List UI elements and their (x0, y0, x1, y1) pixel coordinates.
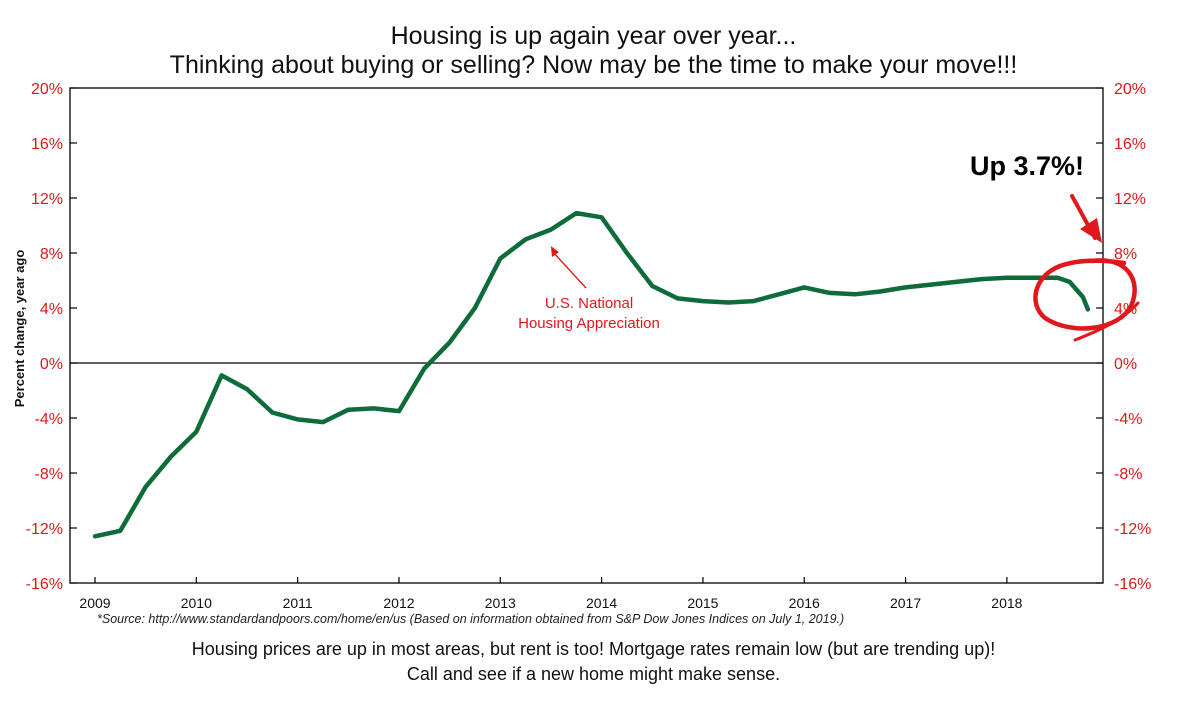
y-tick-label-left: 12% (31, 191, 63, 208)
callout-circle-tail (1073, 301, 1140, 342)
annotation-label: U.S. National (545, 295, 633, 312)
y-tick-label-right: 16% (1114, 136, 1146, 153)
x-tick-label: 2018 (991, 595, 1022, 611)
chart-subtitle: Thinking about buying or selling? Now ma… (169, 51, 1018, 79)
y-tick-label-right: 12% (1114, 191, 1146, 208)
y-tick-label-right: -16% (1114, 576, 1151, 593)
y-tick-label-right: -8% (1114, 466, 1142, 483)
x-tick-label: 2010 (181, 595, 212, 611)
y-tick-label-right: -12% (1114, 521, 1151, 538)
footer-text-1: Housing prices are up in most areas, but… (191, 639, 996, 659)
y-axis-label: Percent change, year ago (12, 250, 27, 408)
y-tick-label-left: -12% (26, 521, 63, 538)
x-tick-label: 2014 (586, 595, 617, 611)
y-tick-label-left: 4% (40, 301, 63, 318)
y-tick-label-right: 8% (1114, 246, 1137, 263)
y-tick-label-left: 0% (40, 356, 63, 373)
annotation-arrow (554, 253, 587, 289)
annotation-layer: U.S. National Housing Appreciation Up 3.7%… (518, 151, 1140, 342)
annotation-arrowhead (550, 246, 559, 258)
y-tick-label-left: 16% (31, 136, 63, 153)
y-tick-label-right: 20% (1114, 81, 1146, 98)
y-tick-label-left: 20% (31, 81, 63, 98)
y-tick-label-left: 8% (40, 246, 63, 263)
x-tick-label: 2011 (283, 595, 313, 611)
line-layer (92, 210, 1091, 539)
callout-circle (1033, 258, 1137, 331)
axes-layer: 20% 20%16% 16%12% 12%8% 8%4% 4%0% 0%-4% -4%-8% -… (12, 81, 1151, 611)
x-tick-label: 2015 (687, 595, 718, 611)
x-tick-label: 2017 (890, 595, 921, 611)
callout-arrowhead (1080, 218, 1102, 243)
annotation-label: Housing Appreciation (518, 315, 660, 332)
y-tick-label-left: -16% (26, 576, 63, 593)
callout-text: Up 3.7%! (970, 151, 1084, 181)
x-tick-label: 2012 (383, 595, 414, 611)
y-tick-label-right: 0% (1114, 356, 1137, 373)
y-tick-label-right: -4% (1114, 411, 1142, 428)
x-tick-label: 2016 (789, 595, 820, 611)
plot-frame (69, 87, 1104, 584)
chart-title: Housing is up again year over year... (390, 22, 797, 50)
series-line (92, 210, 1091, 539)
y-tick-label-left: -8% (35, 466, 63, 483)
x-tick-label: 2013 (485, 595, 516, 611)
footer-text-2: Call and see if a new home might make se… (406, 664, 781, 684)
y-tick-label-left: -4% (35, 411, 63, 428)
x-tick-label: 2009 (79, 595, 110, 611)
source-note: *Source: http://www.standardandpoors.com… (97, 612, 845, 626)
